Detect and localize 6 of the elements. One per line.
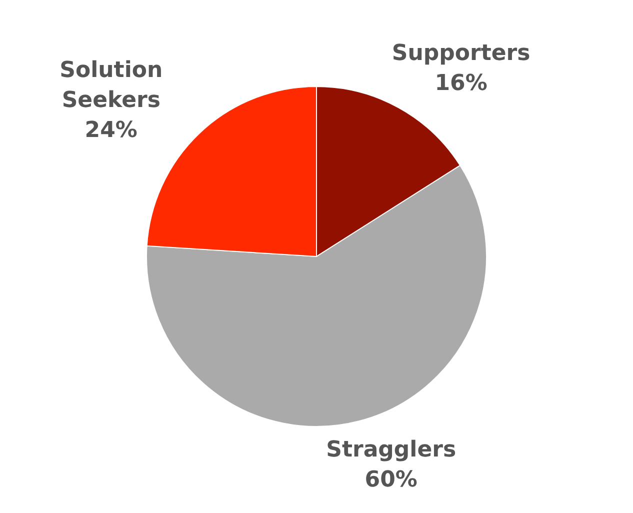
slice-label: Stragglers xyxy=(326,438,456,463)
data-label: 24% xyxy=(84,118,138,143)
data-label: 16% xyxy=(434,71,488,96)
slice-label: Solution Seekers xyxy=(60,58,163,113)
slice-label: Supporters xyxy=(392,41,530,66)
data-label: 60% xyxy=(364,468,418,493)
